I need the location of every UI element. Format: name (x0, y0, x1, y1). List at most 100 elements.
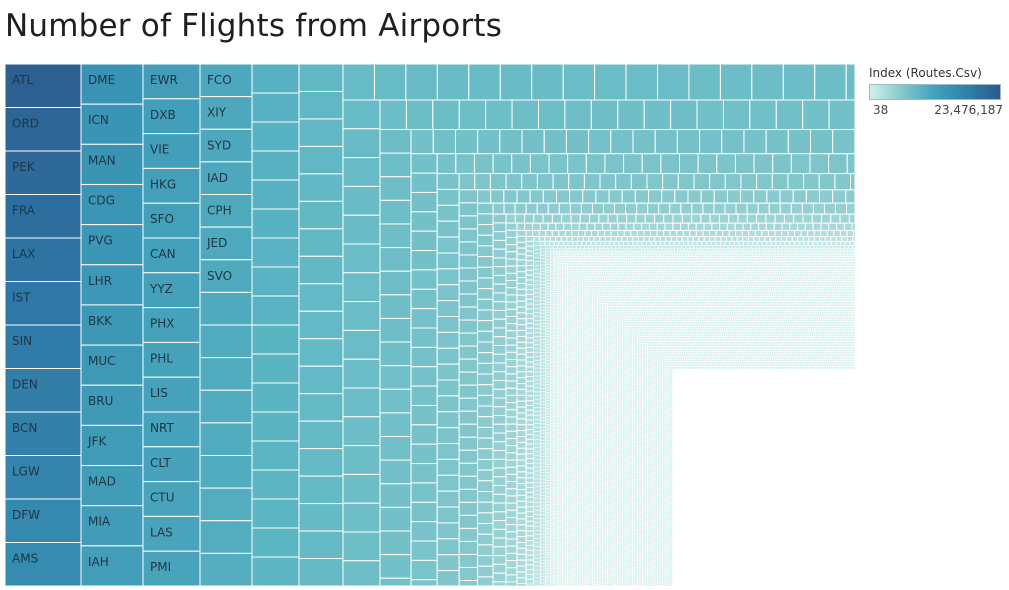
treemap-cell-2268[interactable] (559, 465, 563, 469)
treemap-cell-769[interactable] (769, 236, 777, 242)
treemap-cell-4637[interactable] (582, 294, 586, 298)
treemap-cell-3915[interactable] (574, 454, 578, 457)
treemap-cell-849[interactable] (533, 494, 541, 500)
treemap-cell-1805[interactable] (660, 253, 664, 257)
treemap-cell-3287[interactable] (851, 266, 855, 270)
treemap-cell-3519[interactable] (761, 268, 765, 272)
treemap-cell-1531[interactable] (641, 251, 645, 255)
treemap-cell-3987[interactable] (603, 273, 607, 277)
treemap-cell-4336[interactable] (786, 276, 790, 280)
treemap-cell-3817[interactable] (821, 271, 824, 275)
treemap-cell-3368[interactable] (569, 442, 573, 446)
treemap-cell-2949[interactable] (712, 263, 716, 267)
treemap-cell-4889[interactable] (846, 281, 850, 285)
treemap-cell-599[interactable] (516, 571, 527, 579)
treemap-cell-1427[interactable] (550, 427, 555, 431)
treemap-cell-3269[interactable] (811, 266, 815, 270)
treemap-cell-1845[interactable] (752, 253, 756, 257)
treemap-cell-412[interactable] (542, 213, 553, 224)
treemap-cell-225[interactable] (693, 173, 711, 191)
treemap-cell-1912[interactable] (557, 304, 561, 308)
treemap-cell-2895[interactable] (593, 263, 597, 267)
treemap-cell-3661[interactable] (572, 489, 576, 492)
treemap-cell-1872[interactable] (814, 253, 818, 257)
treemap-cell-3782[interactable] (744, 271, 747, 275)
treemap-cell-331[interactable] (477, 576, 494, 587)
treemap-cell-4498[interactable] (579, 567, 583, 570)
treemap-cell-1487[interactable] (550, 559, 555, 563)
treemap-cell-2241[interactable] (559, 406, 563, 409)
treemap-cell-3104[interactable] (567, 464, 571, 468)
treemap-cell-49[interactable] (436, 63, 470, 101)
treemap-cell-4800[interactable] (650, 281, 654, 285)
treemap-cell-1774[interactable] (589, 253, 593, 257)
treemap-cell-2959[interactable] (734, 263, 738, 267)
treemap-cell-4830[interactable] (716, 281, 720, 285)
treemap-cell-3291[interactable] (569, 273, 573, 276)
treemap-cell-1026[interactable] (540, 521, 546, 525)
treemap-cell-3095[interactable] (567, 444, 571, 448)
treemap-cell-1337[interactable] (823, 248, 828, 252)
treemap-cell-2901[interactable] (606, 263, 610, 267)
treemap-cell-3762[interactable] (700, 271, 703, 275)
treemap-cell-2104[interactable] (700, 256, 704, 260)
treemap-cell-4444[interactable] (579, 448, 583, 451)
treemap-cell-156[interactable] (410, 501, 438, 523)
treemap-cell-4701[interactable] (582, 435, 586, 439)
treemap-cell-2318[interactable] (559, 575, 563, 579)
treemap-cell-186[interactable] (436, 204, 460, 222)
treemap-cell-3080[interactable] (567, 411, 571, 415)
treemap-cell-4[interactable] (199, 422, 253, 456)
treemap-cell-2608[interactable] (573, 261, 577, 265)
treemap-cell-842[interactable] (533, 466, 541, 472)
treemap-cell-798[interactable] (533, 292, 541, 298)
treemap-cell-1064[interactable] (615, 245, 620, 250)
treemap-cell-3544[interactable] (816, 268, 820, 272)
treemap-cell-2430[interactable] (797, 258, 801, 262)
treemap-cell-2489[interactable] (562, 333, 566, 337)
treemap-cell-543[interactable] (516, 241, 527, 249)
treemap-cell-361[interactable] (812, 202, 825, 215)
treemap-cell-278[interactable] (621, 189, 636, 204)
treemap-cell-961[interactable] (540, 310, 546, 314)
treemap-cell-4339[interactable] (793, 276, 796, 280)
treemap-cell-279[interactable] (634, 189, 650, 204)
treemap-cell-1004[interactable] (540, 449, 546, 454)
treemap-cell-1012[interactable] (540, 475, 546, 480)
treemap-cell-1312[interactable] (742, 248, 747, 252)
treemap-cell-4222[interactable] (577, 542, 581, 546)
treemap-cell-2735[interactable] (852, 261, 856, 265)
treemap-cell-4893[interactable] (584, 283, 588, 287)
treemap-cell-1381[interactable] (550, 326, 555, 329)
treemap-cell-4572[interactable] (725, 278, 728, 282)
treemap-cell-4322[interactable] (755, 276, 759, 280)
treemap-cell-4433[interactable] (579, 424, 583, 427)
treemap-cell-221[interactable] (630, 173, 648, 191)
treemap-cell-505[interactable] (578, 222, 588, 231)
treemap-cell-2965[interactable] (747, 263, 751, 267)
treemap-cell-3460[interactable] (631, 268, 635, 272)
treemap-cell-3508[interactable] (737, 268, 740, 272)
treemap-cell-1433[interactable] (550, 440, 555, 444)
treemap-cell-4732[interactable] (582, 503, 586, 507)
treemap-cell-786[interactable] (533, 245, 541, 250)
treemap-cell-265[interactable] (458, 566, 479, 581)
treemap-cell-3830[interactable] (849, 271, 853, 275)
treemap-cell-2194[interactable] (559, 302, 563, 306)
treemap-cell-4492[interactable] (579, 553, 583, 557)
treemap-cell-2402[interactable] (736, 258, 739, 262)
treemap-cell-2538[interactable] (562, 441, 566, 445)
treemap-cell-2375[interactable] (676, 258, 680, 262)
treemap-cell-1812[interactable] (676, 253, 680, 257)
treemap-cell-4850[interactable] (760, 281, 764, 285)
treemap-cell-558[interactable] (516, 330, 527, 337)
treemap-cell-4005[interactable] (643, 273, 646, 277)
treemap-cell-4031[interactable] (700, 273, 704, 277)
treemap-cell-4175[interactable] (577, 439, 581, 442)
treemap-cell-386[interactable] (492, 397, 507, 408)
treemap-cell-616[interactable] (617, 229, 625, 238)
treemap-cell-1376[interactable] (550, 315, 555, 318)
treemap-cell-4493[interactable] (579, 556, 583, 559)
treemap-cell-2756[interactable] (564, 307, 568, 311)
treemap-cell-2867[interactable] (564, 552, 568, 555)
